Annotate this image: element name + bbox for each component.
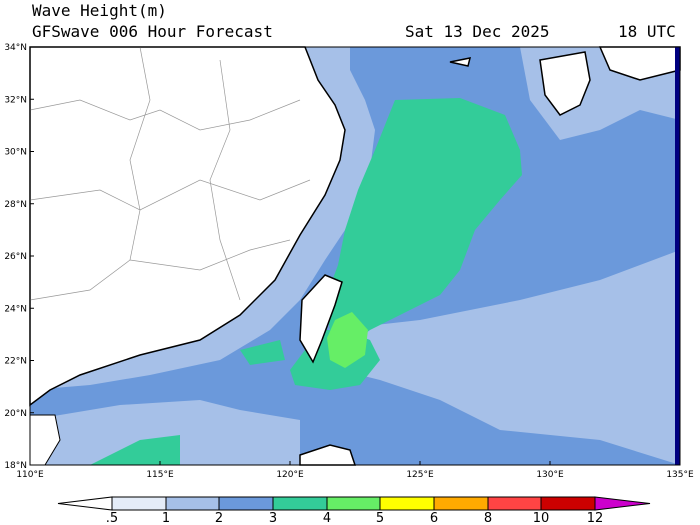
colorbar-label: 12: [587, 511, 604, 525]
south-light-zone: [30, 400, 300, 465]
lon-label: 125°E: [406, 470, 434, 480]
lat-label: 20°N: [4, 409, 27, 419]
model-label: GFSwave 006 Hour Forecast: [32, 22, 273, 41]
colorbar-label: .5: [106, 511, 118, 525]
lat-label: 28°N: [4, 200, 27, 210]
title: Wave Height(m): [32, 1, 167, 20]
colorbar-high-arrow: [594, 496, 651, 511]
lat-label: 30°N: [4, 148, 27, 158]
colorbar-swatch: [272, 496, 328, 511]
wave-3-4-zone: [325, 98, 522, 345]
east-light-zone: [330, 250, 680, 465]
colorbar-swatch: [540, 496, 596, 511]
colorbar-label: 5: [376, 511, 384, 525]
colorbar-swatch: [487, 496, 542, 511]
colorbar-label: 8: [484, 511, 492, 525]
lat-label: 26°N: [4, 252, 27, 262]
colorbar-swatch: [326, 496, 381, 511]
colorbar-swatch: [433, 496, 489, 511]
lat-label: 18°N: [4, 461, 27, 471]
province-borders: [29, 46, 311, 301]
colorbar: [57, 496, 651, 511]
edge-strip: [675, 47, 680, 465]
wave-4-5-zone: [327, 312, 368, 368]
colorbar-swatch: [111, 496, 167, 511]
lat-label: 24°N: [4, 304, 27, 314]
colorbar-label: 6: [430, 511, 438, 525]
colorbar-label: 2: [215, 511, 223, 525]
colorbar-swatch: [218, 496, 274, 511]
lon-label: 135°E: [666, 470, 694, 480]
mainland: [29, 46, 346, 407]
lon-label: 115°E: [146, 470, 174, 480]
colorbar-label: 10: [533, 511, 550, 525]
map-area: [29, 46, 681, 466]
kyushu: [539, 51, 591, 116]
lat-label: 32°N: [4, 95, 27, 105]
lat-label: 22°N: [4, 357, 27, 367]
colorbar-low-arrow: [57, 496, 113, 511]
wave-3-4-scs: [90, 435, 180, 465]
lon-label: 120°E: [276, 470, 304, 480]
colorbar-label: 4: [323, 511, 331, 525]
time-label: 18 UTC: [618, 22, 676, 41]
colorbar-label: 1: [162, 511, 170, 525]
colorbar-swatch: [379, 496, 435, 511]
luzon: [299, 444, 357, 466]
date-label: Sat 13 Dec 2025: [405, 22, 550, 41]
colorbar-swatch: [165, 496, 220, 511]
colorbar-label: 3: [269, 511, 277, 525]
wave-3-4-west: [240, 340, 285, 365]
taiwan: [299, 274, 343, 364]
lat-label: 34°N: [4, 43, 27, 53]
lon-label: 130°E: [536, 470, 564, 480]
lon-label: 110°E: [16, 470, 44, 480]
jeju: [449, 57, 472, 67]
